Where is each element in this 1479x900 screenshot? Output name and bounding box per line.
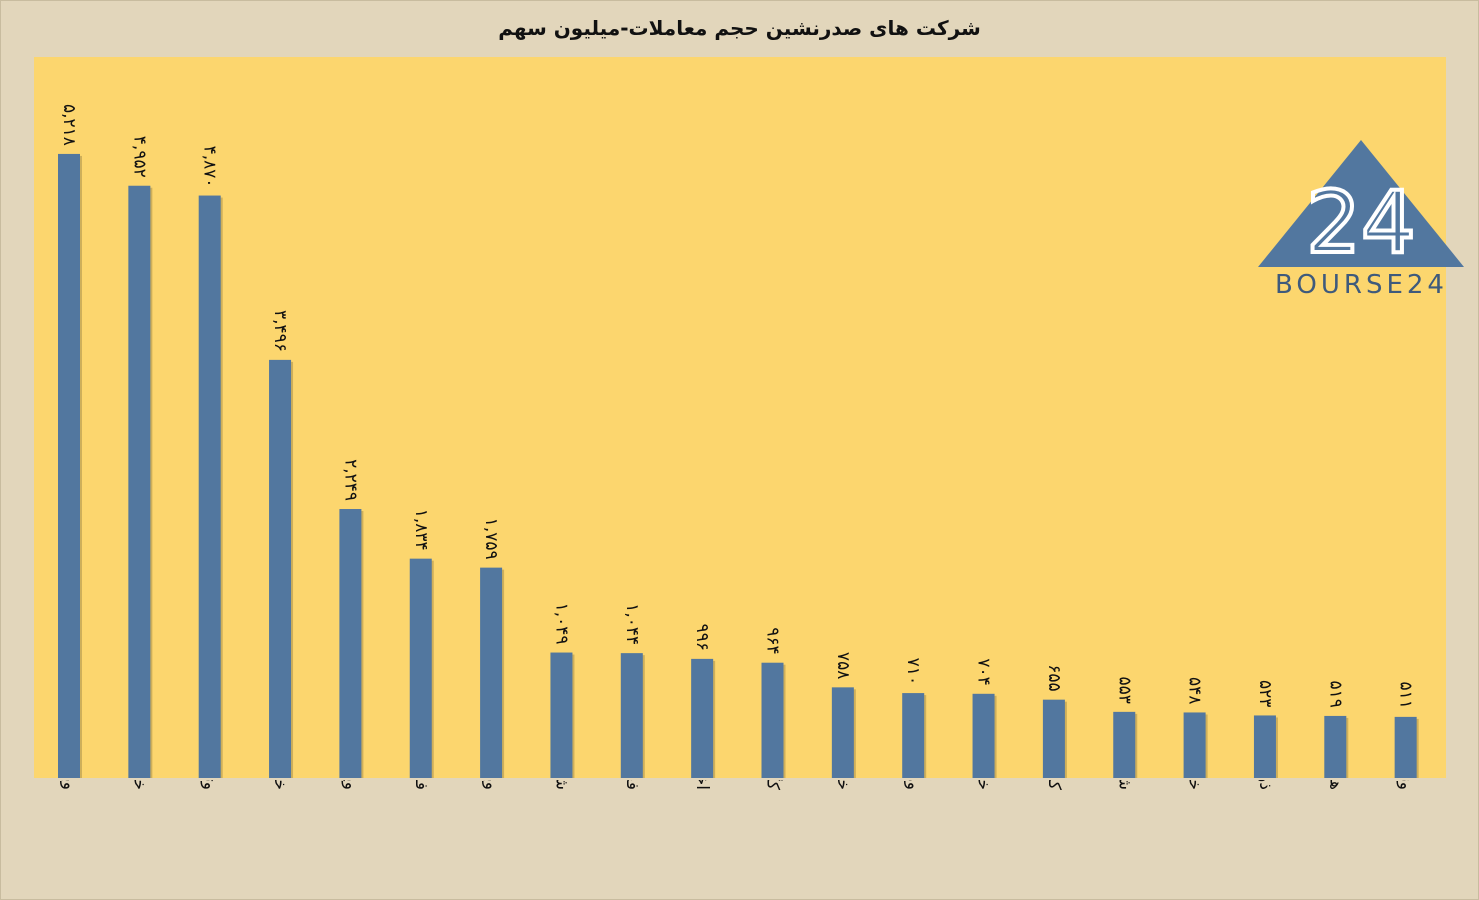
bar [480,567,503,778]
bar-value-label: ۳,۴۹۶ [270,310,290,352]
bar [1253,715,1276,778]
bar-chart-svg: ۵,۲۱۸ ۴,۹۵۲ ۴,۸۷۰ ۳,۴۹۶ ۲,۲۴۹ ۱,۸۳۴ ۱,۷۵۹ ۱,۰۴۹… [58,104,1419,778]
bar-value-label: ۵۴۸ [1185,677,1205,704]
bar [339,509,362,778]
logo-triangle-icon: 24 [1258,140,1464,275]
bar [128,185,151,778]
bar [58,153,80,778]
bar-value-label: ۱,۷۵۹ [481,518,501,560]
bar-value-label: ۴,۸۷۰ [200,146,220,188]
bar [1183,712,1206,778]
bar-value-label: ۷۱۰ [903,658,923,685]
bar-value-label: ۵۱۱ [1396,681,1416,708]
x-tick-label: اخابر [692,780,712,790]
x-tick-label: ومعادن [903,780,923,790]
x-tick-label: خودرو [129,780,149,790]
bar [761,662,784,778]
bar [409,558,432,778]
bar [1394,716,1417,778]
bar-value-label: ۵۵۳ [1114,676,1134,703]
x-tick-label: وبصادر [481,780,501,790]
bar [691,658,714,778]
x-tick-label: وبملت [59,780,79,790]
logo-mark: 24 [1306,173,1415,272]
x-tick-label: کرمان [1044,780,1064,791]
x-tick-label: کگل [763,780,784,791]
bourse24-logo: 24 BOURSE24 [1254,137,1469,307]
bar [1324,715,1347,778]
bar [550,652,573,778]
x-tick-label: ونوین [1396,780,1416,790]
bar-value-label: ۱,۸۳۴ [411,509,431,551]
chart-title: شرکت های صدرنشین حجم معاملات-میلیون سهم [498,16,981,40]
bar-value-label: ۶۵۵ [1044,664,1064,691]
plot-area: ۵,۲۱۸ ۴,۹۵۲ ۴,۸۷۰ ۳,۴۹۶ ۲,۲۴۹ ۱,۸۳۴ ۱,۷۵۹ ۱,۰۴۹… [34,57,1464,778]
bar-value-label: ۹۶۴ [763,627,783,654]
bar [972,693,995,778]
x-tick-label: شستا [551,780,571,790]
x-tick-label: شتران [1114,780,1134,790]
bar-value-label: ۱,۰۴۹ [551,603,571,645]
x-tick-label: وپارس [340,780,360,790]
bar [198,195,221,778]
logo-wordmark: BOURSE24 [1275,270,1448,300]
bar [1042,699,1065,778]
bar-value-label: ۴,۹۵۲ [129,136,149,178]
x-tick-label: های وب [1325,780,1345,790]
bar [269,359,292,778]
bar [1113,711,1136,778]
x-tick-label: ذوب [1255,780,1275,790]
x-tick-label: خساپا [270,780,290,790]
x-axis-labels: وبملت خودرو وتجارت خساپا وپارس فولاد وبصادر شست… [59,780,1416,791]
bar-value-label: ۲,۲۴۹ [340,459,360,501]
bar [902,693,925,778]
x-tick-label: خزامیا [974,780,994,790]
bar-value-label: ۷۰۴ [974,658,994,685]
bar-value-label: ۷۵۸ [833,652,853,679]
bar-value-label: ۱,۰۴۴ [622,603,642,645]
bar-value-label: ۵۲۳ [1255,680,1275,707]
x-tick-label: خاور [833,780,853,790]
x-tick-label: خگستر [1185,780,1206,790]
bar [620,653,643,778]
x-tick-label: وتجارت [200,780,220,790]
x-tick-label: فخوز [622,780,642,790]
bar [831,687,854,778]
bar-value-label: ۹۹۶ [692,623,712,650]
bar-value-label: ۵۱۹ [1325,681,1345,708]
x-tick-label: فولاد [411,780,431,790]
bar-value-label: ۵,۲۱۸ [59,104,79,146]
